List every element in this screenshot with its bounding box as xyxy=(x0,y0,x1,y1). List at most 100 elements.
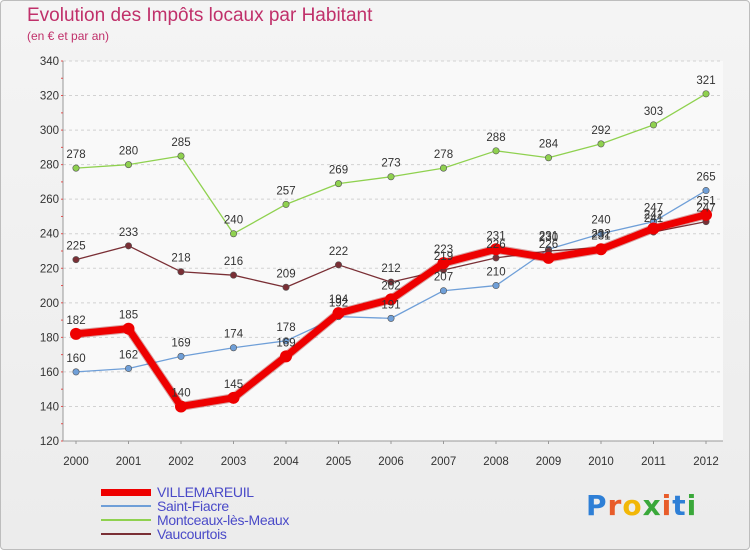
data-label: 273 xyxy=(381,158,400,170)
data-label: 226 xyxy=(539,239,558,251)
x-tick-label: 2002 xyxy=(168,456,194,468)
data-point xyxy=(700,208,712,221)
data-point xyxy=(544,154,552,162)
data-point xyxy=(177,152,185,160)
x-tick-label: 2001 xyxy=(116,456,142,468)
data-label: 257 xyxy=(276,185,295,197)
x-tick-label: 2006 xyxy=(378,456,404,468)
data-label: 241 xyxy=(644,213,663,225)
logo-letter: o xyxy=(622,489,643,522)
data-label: 219 xyxy=(434,251,453,263)
data-point xyxy=(122,322,135,335)
data-label: 231 xyxy=(591,230,610,242)
x-tick-label: 2009 xyxy=(536,456,562,468)
y-tick-label: 120 xyxy=(40,436,59,448)
data-point xyxy=(492,147,500,155)
legend-item: Montceaux-lès-Meaux xyxy=(101,512,290,528)
data-point xyxy=(282,337,290,345)
data-label: 212 xyxy=(381,263,400,275)
chart-title: Evolution des Impôts locaux par Habitant xyxy=(27,5,373,26)
legend-label: Montceaux-lès-Meaux xyxy=(157,512,290,528)
data-label: 284 xyxy=(539,139,559,151)
data-point xyxy=(597,140,605,148)
data-label: 160 xyxy=(66,353,85,365)
data-point xyxy=(387,314,395,322)
data-point xyxy=(702,90,710,98)
logo-letter: P xyxy=(586,489,608,522)
legend-swatch xyxy=(101,519,151,521)
y-tick-label: 300 xyxy=(40,125,59,137)
logo-letter: i xyxy=(661,489,673,522)
data-point xyxy=(542,251,555,264)
data-label: 231 xyxy=(486,230,505,242)
legend-item: Saint-Fiacre xyxy=(101,498,289,514)
data-label: 185 xyxy=(119,310,138,322)
data-point xyxy=(230,230,238,238)
data-label: 240 xyxy=(224,215,243,227)
data-point xyxy=(282,283,290,291)
logo-letter: x xyxy=(642,489,662,522)
plot-area xyxy=(63,61,723,441)
data-point xyxy=(175,400,187,413)
data-point xyxy=(334,261,342,269)
data-label: 247 xyxy=(696,203,715,215)
data-point xyxy=(437,257,450,270)
legend-swatch xyxy=(101,533,151,535)
logo-letter: i xyxy=(686,489,698,522)
legend-item: Vaucourtois xyxy=(101,526,289,542)
data-point xyxy=(492,282,500,290)
data-label: 210 xyxy=(486,267,505,279)
data-label: 288 xyxy=(486,132,505,144)
data-label: 321 xyxy=(696,75,715,87)
data-point xyxy=(125,161,133,169)
data-label: 192 xyxy=(329,298,348,310)
data-point xyxy=(230,271,238,279)
legend-swatch xyxy=(101,488,151,496)
data-label: 231 xyxy=(539,230,558,242)
data-label: 191 xyxy=(381,299,400,311)
data-label: 209 xyxy=(276,268,295,280)
x-tick-label: 2007 xyxy=(431,456,457,468)
x-tick-label: 2011 xyxy=(641,456,666,468)
data-point xyxy=(334,180,342,188)
data-point xyxy=(387,278,395,286)
x-tick-label: 2008 xyxy=(483,456,509,468)
data-label: 218 xyxy=(171,253,190,265)
data-label: 222 xyxy=(329,246,348,258)
data-label: 169 xyxy=(171,337,190,349)
data-label: 240 xyxy=(591,215,610,227)
data-label: 194 xyxy=(329,294,349,306)
y-tick-label: 340 xyxy=(40,56,59,68)
x-tick-label: 2005 xyxy=(326,456,352,468)
data-label: 178 xyxy=(276,322,295,334)
data-label: 174 xyxy=(224,329,244,341)
data-point xyxy=(72,164,80,172)
y-tick-label: 220 xyxy=(40,263,59,275)
data-point xyxy=(177,352,185,360)
data-point xyxy=(492,254,500,262)
data-label: 223 xyxy=(434,244,453,256)
data-point xyxy=(280,350,292,363)
data-label: 278 xyxy=(66,149,85,161)
y-tick-label: 180 xyxy=(40,332,59,344)
data-point xyxy=(70,327,82,340)
y-tick-label: 240 xyxy=(40,229,59,241)
legend: VILLEMAREUIL Saint-Fiacre Montceaux-lès-… xyxy=(101,484,290,542)
y-tick-label: 140 xyxy=(40,401,59,413)
y-tick-label: 260 xyxy=(40,194,59,206)
legend-label: Vaucourtois xyxy=(157,526,227,542)
data-label: 182 xyxy=(66,315,85,327)
data-point xyxy=(597,230,605,238)
data-point xyxy=(647,222,660,235)
x-tick-label: 2010 xyxy=(588,456,614,468)
x-tick-label: 2012 xyxy=(693,456,719,468)
data-label: 232 xyxy=(591,229,610,241)
legend-swatch xyxy=(101,505,151,507)
y-tick-label: 200 xyxy=(40,298,59,310)
data-point xyxy=(282,200,290,208)
data-label: 162 xyxy=(119,349,138,361)
proxiti-logo: Proxiti xyxy=(586,489,697,522)
data-point xyxy=(490,243,502,256)
